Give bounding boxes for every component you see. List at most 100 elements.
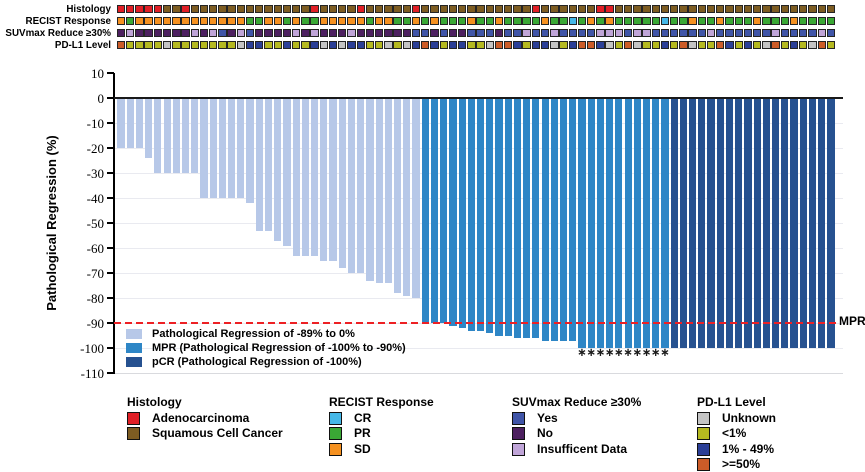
track-cell — [596, 29, 605, 38]
track-cell — [679, 5, 688, 14]
bar — [698, 99, 706, 348]
track-cell — [670, 29, 679, 38]
track-cell — [476, 5, 485, 14]
y-tick — [107, 72, 114, 74]
track-cell — [660, 29, 670, 38]
bar — [338, 99, 346, 268]
y-tick-label: -100 — [80, 340, 104, 356]
track-cell — [670, 17, 679, 26]
track-cell — [660, 5, 670, 14]
legend-swatch — [512, 442, 525, 456]
track-cell — [126, 17, 135, 26]
track-cell — [181, 5, 190, 14]
legend-swatch — [329, 412, 342, 425]
bar — [818, 99, 826, 348]
track-cell — [660, 17, 670, 26]
track-cell — [365, 41, 375, 50]
inplot-legend-swatch — [126, 356, 142, 367]
track-cell — [144, 41, 153, 50]
bar — [513, 99, 522, 338]
bar — [329, 99, 337, 261]
inplot-legend-label: MPR (Pathological Regression of -100% to… — [152, 342, 406, 354]
track-cell — [356, 41, 365, 50]
y-tick — [107, 272, 114, 274]
bar — [421, 99, 429, 323]
track-cell — [282, 41, 292, 50]
legend-swatch — [697, 458, 710, 472]
track-cell — [172, 29, 181, 38]
track-cell — [319, 17, 329, 26]
track-cell — [356, 5, 365, 14]
track-cell — [310, 17, 319, 26]
bar — [541, 99, 549, 341]
track-cell — [826, 41, 836, 50]
track-cell — [384, 29, 393, 38]
track-cell — [568, 41, 577, 50]
bar — [476, 99, 485, 331]
track-cell — [605, 29, 614, 38]
track-cell — [504, 17, 513, 26]
track-cell — [550, 29, 559, 38]
track-cell — [559, 41, 568, 50]
bar — [523, 99, 531, 338]
track-cell — [504, 29, 513, 38]
track-cell — [780, 17, 790, 26]
track-cell — [190, 41, 199, 50]
track-cell — [706, 5, 716, 14]
bar — [642, 99, 651, 348]
track-cell — [826, 17, 836, 26]
track-cell — [411, 17, 421, 26]
y-tick — [107, 147, 114, 149]
track-cell — [448, 41, 458, 50]
track-cell — [448, 29, 458, 38]
track-cell — [826, 5, 836, 14]
track-label: SUVmax Reduce ≥30% — [5, 27, 111, 39]
bar — [753, 99, 761, 348]
bar — [412, 99, 420, 298]
track-cell — [540, 5, 550, 14]
track-cell — [697, 17, 707, 26]
bar — [403, 99, 411, 296]
track-cell — [540, 17, 550, 26]
track-cell — [596, 5, 605, 14]
bar — [652, 99, 660, 348]
track-cell — [209, 41, 218, 50]
track-cell — [374, 17, 384, 26]
track-cell — [467, 41, 476, 50]
bar — [218, 99, 226, 198]
track-cell — [467, 5, 476, 14]
track-cell — [365, 5, 375, 14]
track-cell — [421, 17, 430, 26]
track-cell — [162, 5, 172, 14]
track-cell — [319, 5, 329, 14]
track-cell — [264, 5, 273, 14]
track-cell — [485, 17, 494, 26]
bar — [495, 99, 503, 336]
asterisk-mark: ∗ — [650, 345, 661, 359]
track-cell — [421, 29, 430, 38]
bar — [440, 99, 448, 323]
bar — [532, 99, 540, 338]
track-cell — [633, 29, 642, 38]
track-cell — [531, 17, 541, 26]
track-cell — [347, 41, 356, 50]
track-cell — [255, 5, 264, 14]
track-cell — [411, 29, 421, 38]
track-cell — [273, 29, 282, 38]
track-cell — [245, 41, 255, 50]
track-cell — [172, 5, 181, 14]
track-cell — [605, 41, 614, 50]
track-cell — [716, 17, 725, 26]
bar — [449, 99, 457, 326]
track-cell — [780, 41, 790, 50]
track-cell — [734, 29, 743, 38]
inplot-legend-label: pCR (Pathological Regression of -100%) — [152, 356, 362, 368]
bar — [707, 99, 715, 348]
bar — [357, 99, 365, 273]
bar — [559, 99, 568, 341]
bar — [200, 99, 208, 198]
track-cell — [310, 5, 319, 14]
track-cell — [162, 41, 172, 50]
track-cell — [817, 41, 826, 50]
track-cell — [540, 29, 550, 38]
